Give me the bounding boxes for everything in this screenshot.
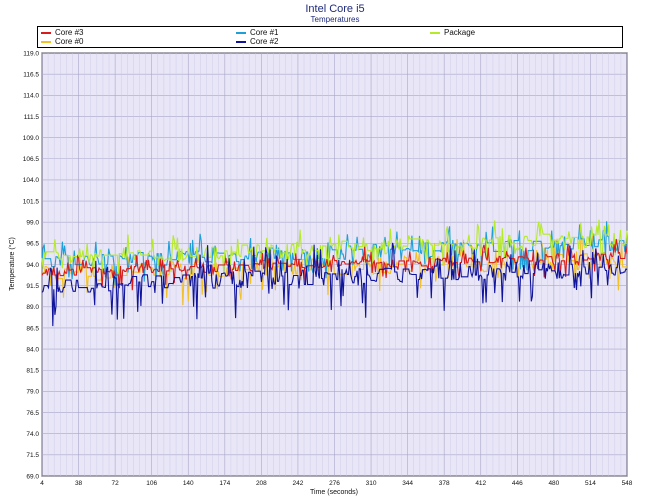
x-tick-label: 38: [75, 480, 83, 487]
legend-label-core3: Core #3: [55, 28, 84, 37]
legend-swatch-core1: [236, 31, 246, 34]
y-tick-label: 79.0: [26, 389, 39, 396]
legend-item-core0: Core #0: [41, 37, 83, 47]
y-tick-label: 74.0: [26, 431, 39, 438]
y-tick-label: 101.5: [23, 198, 40, 205]
x-tick-label: 310: [366, 480, 377, 487]
x-tick-label: 242: [293, 480, 304, 487]
series-lines: [41, 219, 628, 327]
x-tick-label: 548: [622, 480, 633, 487]
y-tick-label: 91.5: [26, 283, 39, 290]
legend-label-core2: Core #2: [250, 37, 279, 46]
x-tick-label: 140: [183, 480, 194, 487]
series-line-core-2: [41, 242, 628, 327]
legend: Core #3 Core #0 Core #1 Core #2 Package: [37, 26, 623, 48]
x-tick-label: 174: [219, 480, 230, 487]
legend-item-core2: Core #2: [236, 37, 278, 47]
legend-swatch-package: [430, 31, 440, 34]
y-tick-label: 89.0: [26, 304, 39, 311]
x-axis-ticks: 4 38 72 106 140 174 208 242 276 310 344 378 412 446 48…: [40, 480, 633, 487]
x-tick-label: 208: [256, 480, 267, 487]
x-tick-label: 480: [548, 480, 559, 487]
y-axis-ticks: 119.0 116.5 114.0 111.5 109.0 106.5 104.0 101.5…: [23, 50, 40, 480]
y-tick-label: 114.0: [23, 93, 39, 100]
y-tick-label: 116.5: [23, 71, 39, 78]
x-tick-label: 344: [402, 480, 413, 487]
series-line-core-1: [41, 221, 628, 287]
chart-title: Intel Core i5: [305, 3, 365, 15]
x-tick-label: 4: [40, 480, 44, 487]
legend-swatch-core2: [236, 40, 246, 43]
x-tick-label: 412: [475, 480, 486, 487]
x-axis-label: Time (seconds): [310, 489, 358, 496]
legend-swatch-core3: [41, 31, 51, 34]
series-line-package: [41, 219, 628, 276]
y-tick-label: 104.0: [23, 177, 40, 184]
y-tick-label: 111.5: [24, 114, 40, 121]
y-tick-label: 84.0: [26, 346, 39, 353]
legend-swatch-core0: [41, 40, 51, 43]
legend-label-package: Package: [444, 28, 476, 37]
x-tick-label: 106: [146, 480, 157, 487]
chart-subtitle: Temperatures: [310, 15, 360, 24]
x-tick-label: 514: [585, 480, 596, 487]
x-tick-label: 72: [112, 480, 120, 487]
y-tick-label: 106.5: [23, 156, 40, 163]
grid-lines: [41, 52, 628, 477]
legend-item-core3: Core #3: [41, 28, 83, 38]
y-tick-label: 96.5: [26, 241, 39, 248]
y-tick-label: 81.5: [26, 368, 39, 375]
x-tick-label: 378: [439, 480, 450, 487]
legend-label-core1: Core #1: [250, 28, 279, 37]
y-axis-label: Temperature (°C): [8, 237, 16, 291]
y-tick-label: 86.5: [26, 325, 39, 332]
y-tick-label: 99.0: [26, 220, 39, 227]
legend-label-core0: Core #0: [55, 37, 84, 46]
y-tick-label: 69.0: [26, 473, 39, 480]
y-tick-label: 71.5: [26, 452, 39, 459]
y-tick-label: 119.0: [23, 50, 39, 57]
legend-item-core1: Core #1: [236, 28, 278, 38]
y-tick-label: 76.5: [26, 410, 39, 417]
y-tick-label: 109.0: [23, 135, 40, 142]
x-tick-label: 276: [329, 480, 340, 487]
legend-item-package: Package: [430, 28, 475, 38]
y-tick-label: 94.0: [26, 262, 39, 269]
x-tick-label: 446: [512, 480, 523, 487]
